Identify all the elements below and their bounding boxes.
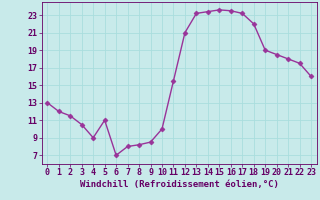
X-axis label: Windchill (Refroidissement éolien,°C): Windchill (Refroidissement éolien,°C) xyxy=(80,180,279,189)
